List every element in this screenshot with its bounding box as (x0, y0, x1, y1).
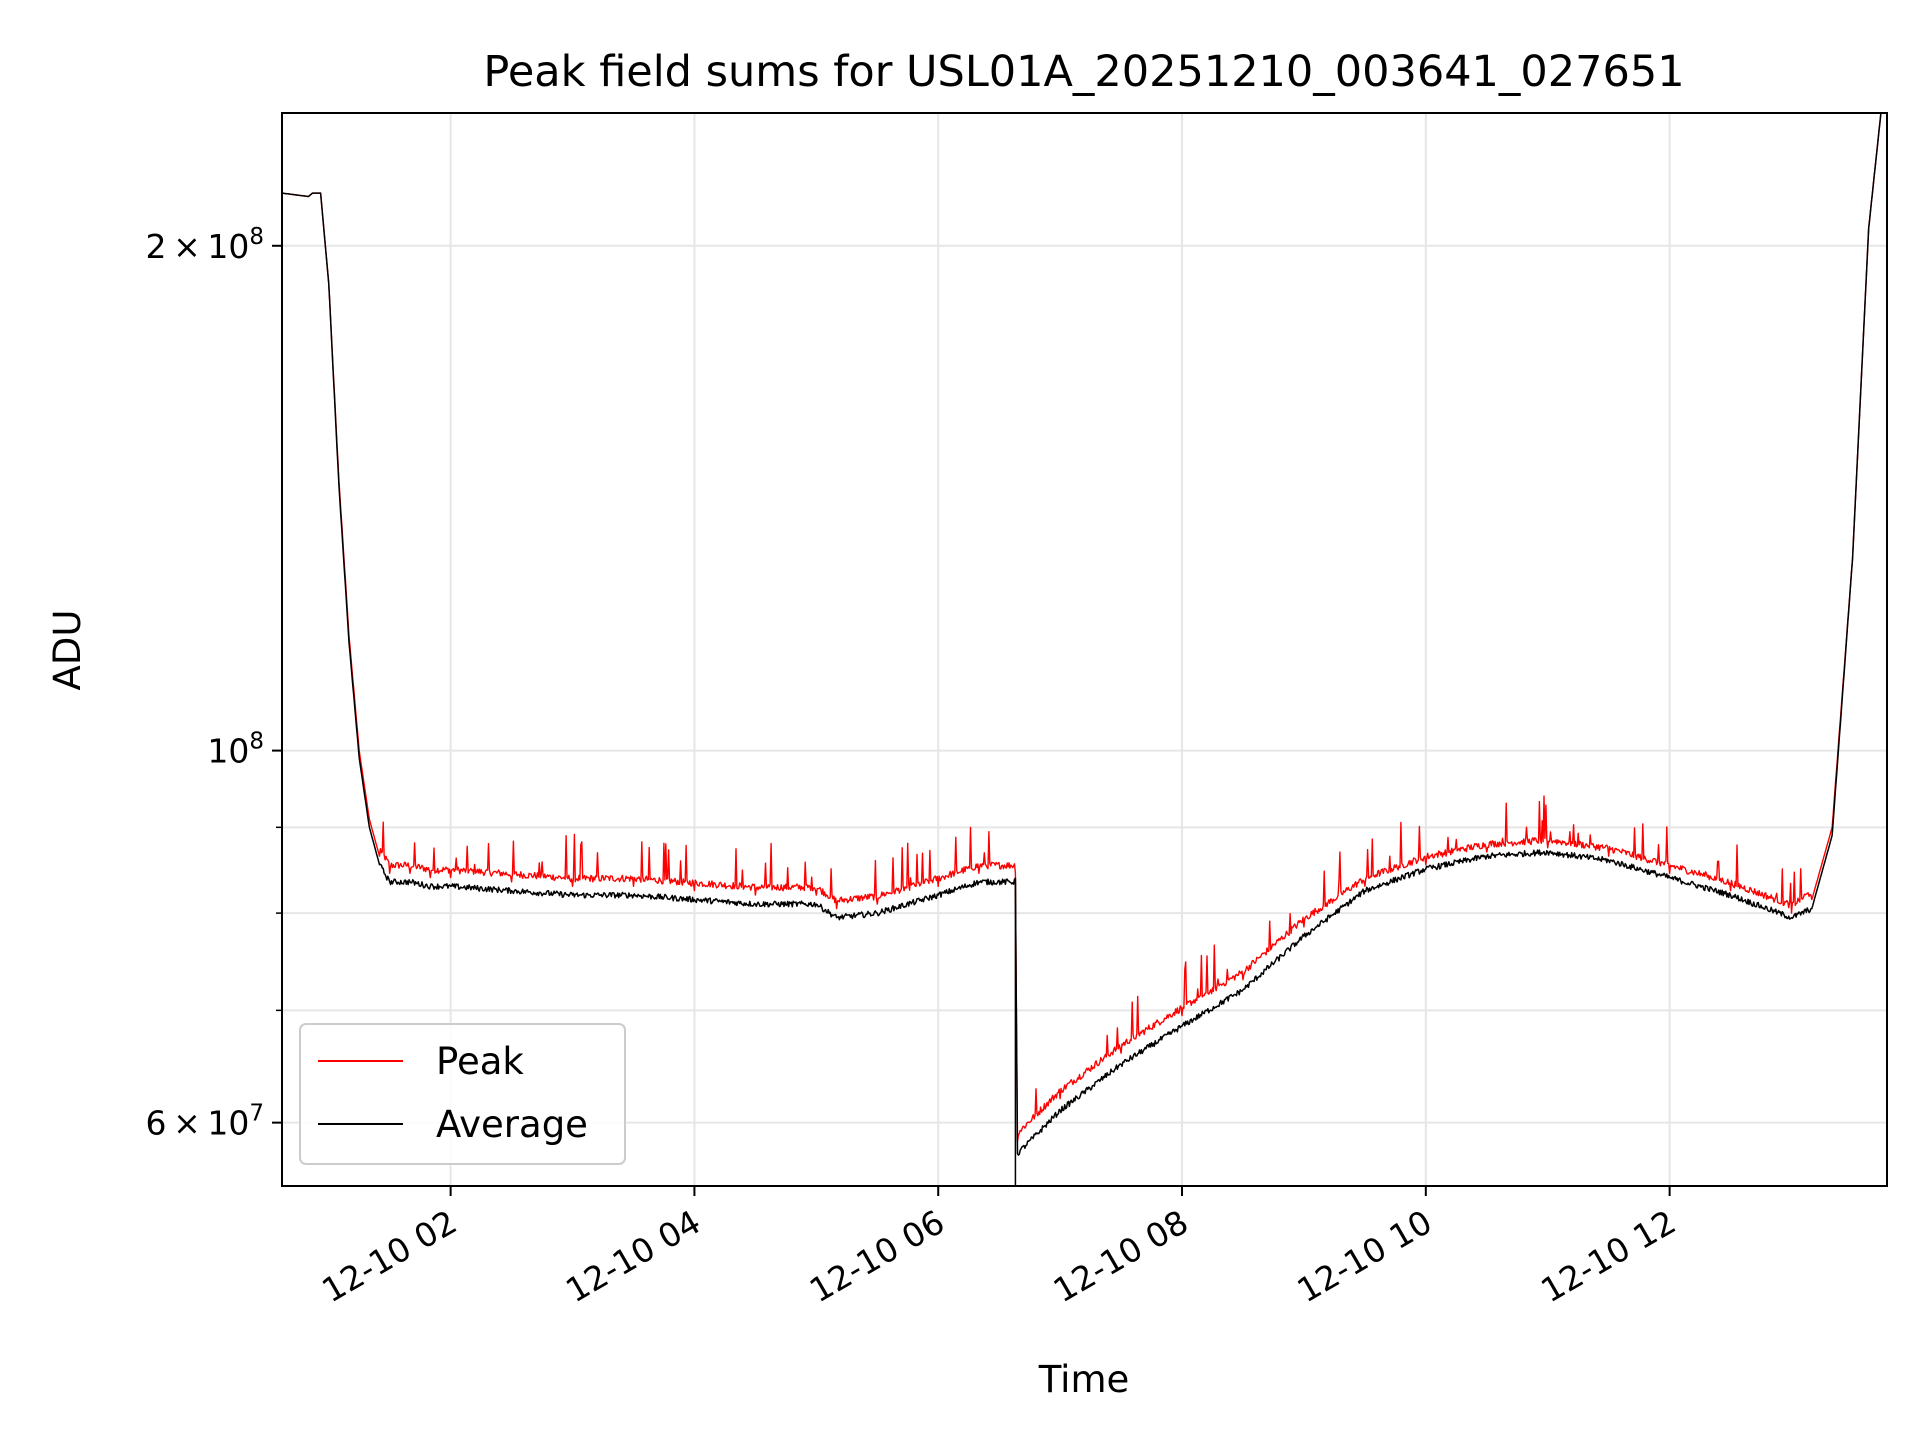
chart-title: Peak field sums for USL01A_20251210_0036… (483, 47, 1684, 97)
legend-box (299, 1023, 626, 1165)
grid (282, 113, 1887, 1186)
y-ticks: 2 × 108 108 6 × 107 (146, 224, 282, 1143)
x-axis-label: Time (1038, 1358, 1130, 1401)
y-tick-label: 6 × 107 (146, 1101, 264, 1143)
legend-label-average: Average (436, 1103, 588, 1146)
legend: Peak Average (299, 1023, 626, 1165)
y-tick-label: 108 (207, 729, 264, 771)
y-axis-label: ADU (46, 610, 89, 691)
series-lines (281, 112, 1882, 1186)
legend-label-peak: Peak (436, 1040, 524, 1083)
plot-frame (281, 112, 1888, 1187)
series-line-average (281, 112, 1882, 1156)
y-tick-label: 2 × 108 (146, 224, 264, 266)
series-line-peak (281, 112, 1882, 1142)
